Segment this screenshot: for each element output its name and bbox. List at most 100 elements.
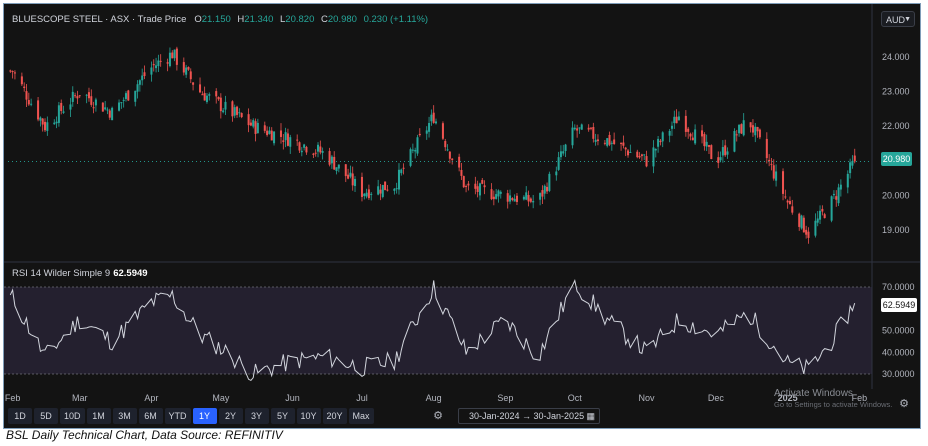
candle-body (351, 173, 354, 186)
candle-body (733, 130, 736, 152)
candle-body (687, 128, 690, 132)
candle-body (851, 160, 854, 166)
timeframe-button-10d[interactable]: 10D (60, 408, 85, 424)
candle-body (349, 172, 352, 177)
candle-body (185, 67, 188, 75)
candle-body (758, 129, 761, 138)
candle-body (118, 102, 121, 111)
candle-body (768, 159, 771, 162)
high-label: H (237, 14, 245, 25)
candle-body (41, 118, 44, 125)
candle-body (192, 82, 195, 85)
candle-body (76, 96, 79, 99)
candle-body (606, 138, 609, 146)
candle-body (478, 183, 481, 196)
candle-body (853, 155, 856, 162)
high-value: 21.340 (244, 14, 274, 25)
candle-body (434, 121, 438, 124)
timeframe-button-10y[interactable]: 10Y (296, 408, 321, 424)
x-tick-label: Sep (497, 393, 513, 403)
candle-body (694, 129, 697, 144)
close-label: C (321, 14, 328, 25)
candle-body (476, 186, 479, 193)
candle-body (571, 127, 574, 146)
candle-body (23, 86, 26, 88)
candle-body (446, 149, 449, 151)
timeframe-button-1m[interactable]: 1M (86, 408, 111, 424)
candle-body (654, 148, 657, 151)
candle-body (490, 189, 493, 200)
chart-settings-icon[interactable]: ⚙ (899, 398, 909, 410)
candle-body (11, 71, 14, 73)
open-value: 21.150 (201, 14, 231, 25)
currency-select[interactable]: AUD ▼ (881, 11, 915, 27)
candle-body (266, 130, 269, 136)
candle-body (638, 156, 641, 158)
candle-body (754, 126, 757, 136)
candle-body (25, 91, 28, 100)
candle-body (37, 100, 40, 120)
timeframe-button-ytd[interactable]: YTD (164, 408, 191, 424)
candle-body (837, 187, 840, 204)
candle-body (208, 94, 211, 96)
candle-body (576, 128, 579, 131)
rsi-tick-label: 70.0000 (882, 282, 915, 292)
candle-body (430, 114, 433, 122)
candle-body (627, 150, 630, 156)
date-range-picker[interactable]: 30-Jan-2024 → 30-Jan-2025 ▦ (458, 408, 600, 424)
candle-body (559, 151, 562, 158)
candle-body (157, 60, 160, 67)
candle-body (314, 152, 317, 154)
candle-body (233, 107, 236, 116)
candle-body (321, 151, 324, 153)
candle-body (710, 145, 713, 160)
x-tick-label: Feb (5, 393, 21, 403)
candle-body (724, 145, 727, 156)
candle-body (254, 121, 257, 134)
candle-body (527, 195, 530, 202)
candle-body (62, 111, 65, 113)
x-tick-label: Mar (72, 393, 88, 403)
timeframe-button-1d[interactable]: 1D (8, 408, 32, 424)
candle-body (849, 162, 852, 174)
candle-body (39, 117, 42, 121)
timeframe-button-5d[interactable]: 5D (34, 408, 58, 424)
gear-icon[interactable]: ⚙ (433, 410, 443, 422)
timeframe-button-6m[interactable]: 6M (138, 408, 163, 424)
candle-body (400, 169, 403, 174)
candle-body (337, 164, 340, 169)
timeframe-button-3m[interactable]: 3M (112, 408, 137, 424)
candle-body (94, 99, 97, 106)
candle-body (467, 183, 470, 186)
candle-body (675, 116, 678, 124)
timeframe-button-5y[interactable]: 5Y (270, 408, 295, 424)
low-value: 20.820 (285, 14, 315, 25)
candle-body (120, 102, 123, 104)
rsi-value: 62.5949 (113, 268, 148, 279)
candle-body (740, 124, 743, 134)
candle-body (360, 176, 363, 197)
timeframe-button-max[interactable]: Max (348, 408, 374, 424)
candle-body (677, 116, 680, 121)
candle-body (256, 122, 259, 134)
last-price-tag: 20.980 (881, 152, 912, 166)
open-label: O (194, 14, 202, 25)
candle-body (592, 126, 595, 139)
close-value: 20.980 (327, 14, 357, 25)
candle-body (168, 52, 171, 67)
timeframe-button-2y[interactable]: 2Y (218, 408, 243, 424)
candle-body (726, 151, 729, 155)
candle-body (60, 102, 63, 112)
candle-body (240, 113, 243, 118)
timeframe-button-1y[interactable]: 1Y (192, 408, 217, 424)
x-tick-label: Dec (708, 393, 725, 403)
candle-body (580, 124, 583, 130)
candle-body (819, 210, 822, 220)
candle-body (821, 208, 824, 212)
timeframe-button-20y[interactable]: 20Y (322, 408, 347, 424)
candle-body (53, 122, 56, 125)
candle-body (150, 67, 153, 75)
candle-body (263, 125, 266, 131)
timeframe-button-3y[interactable]: 3Y (244, 408, 269, 424)
